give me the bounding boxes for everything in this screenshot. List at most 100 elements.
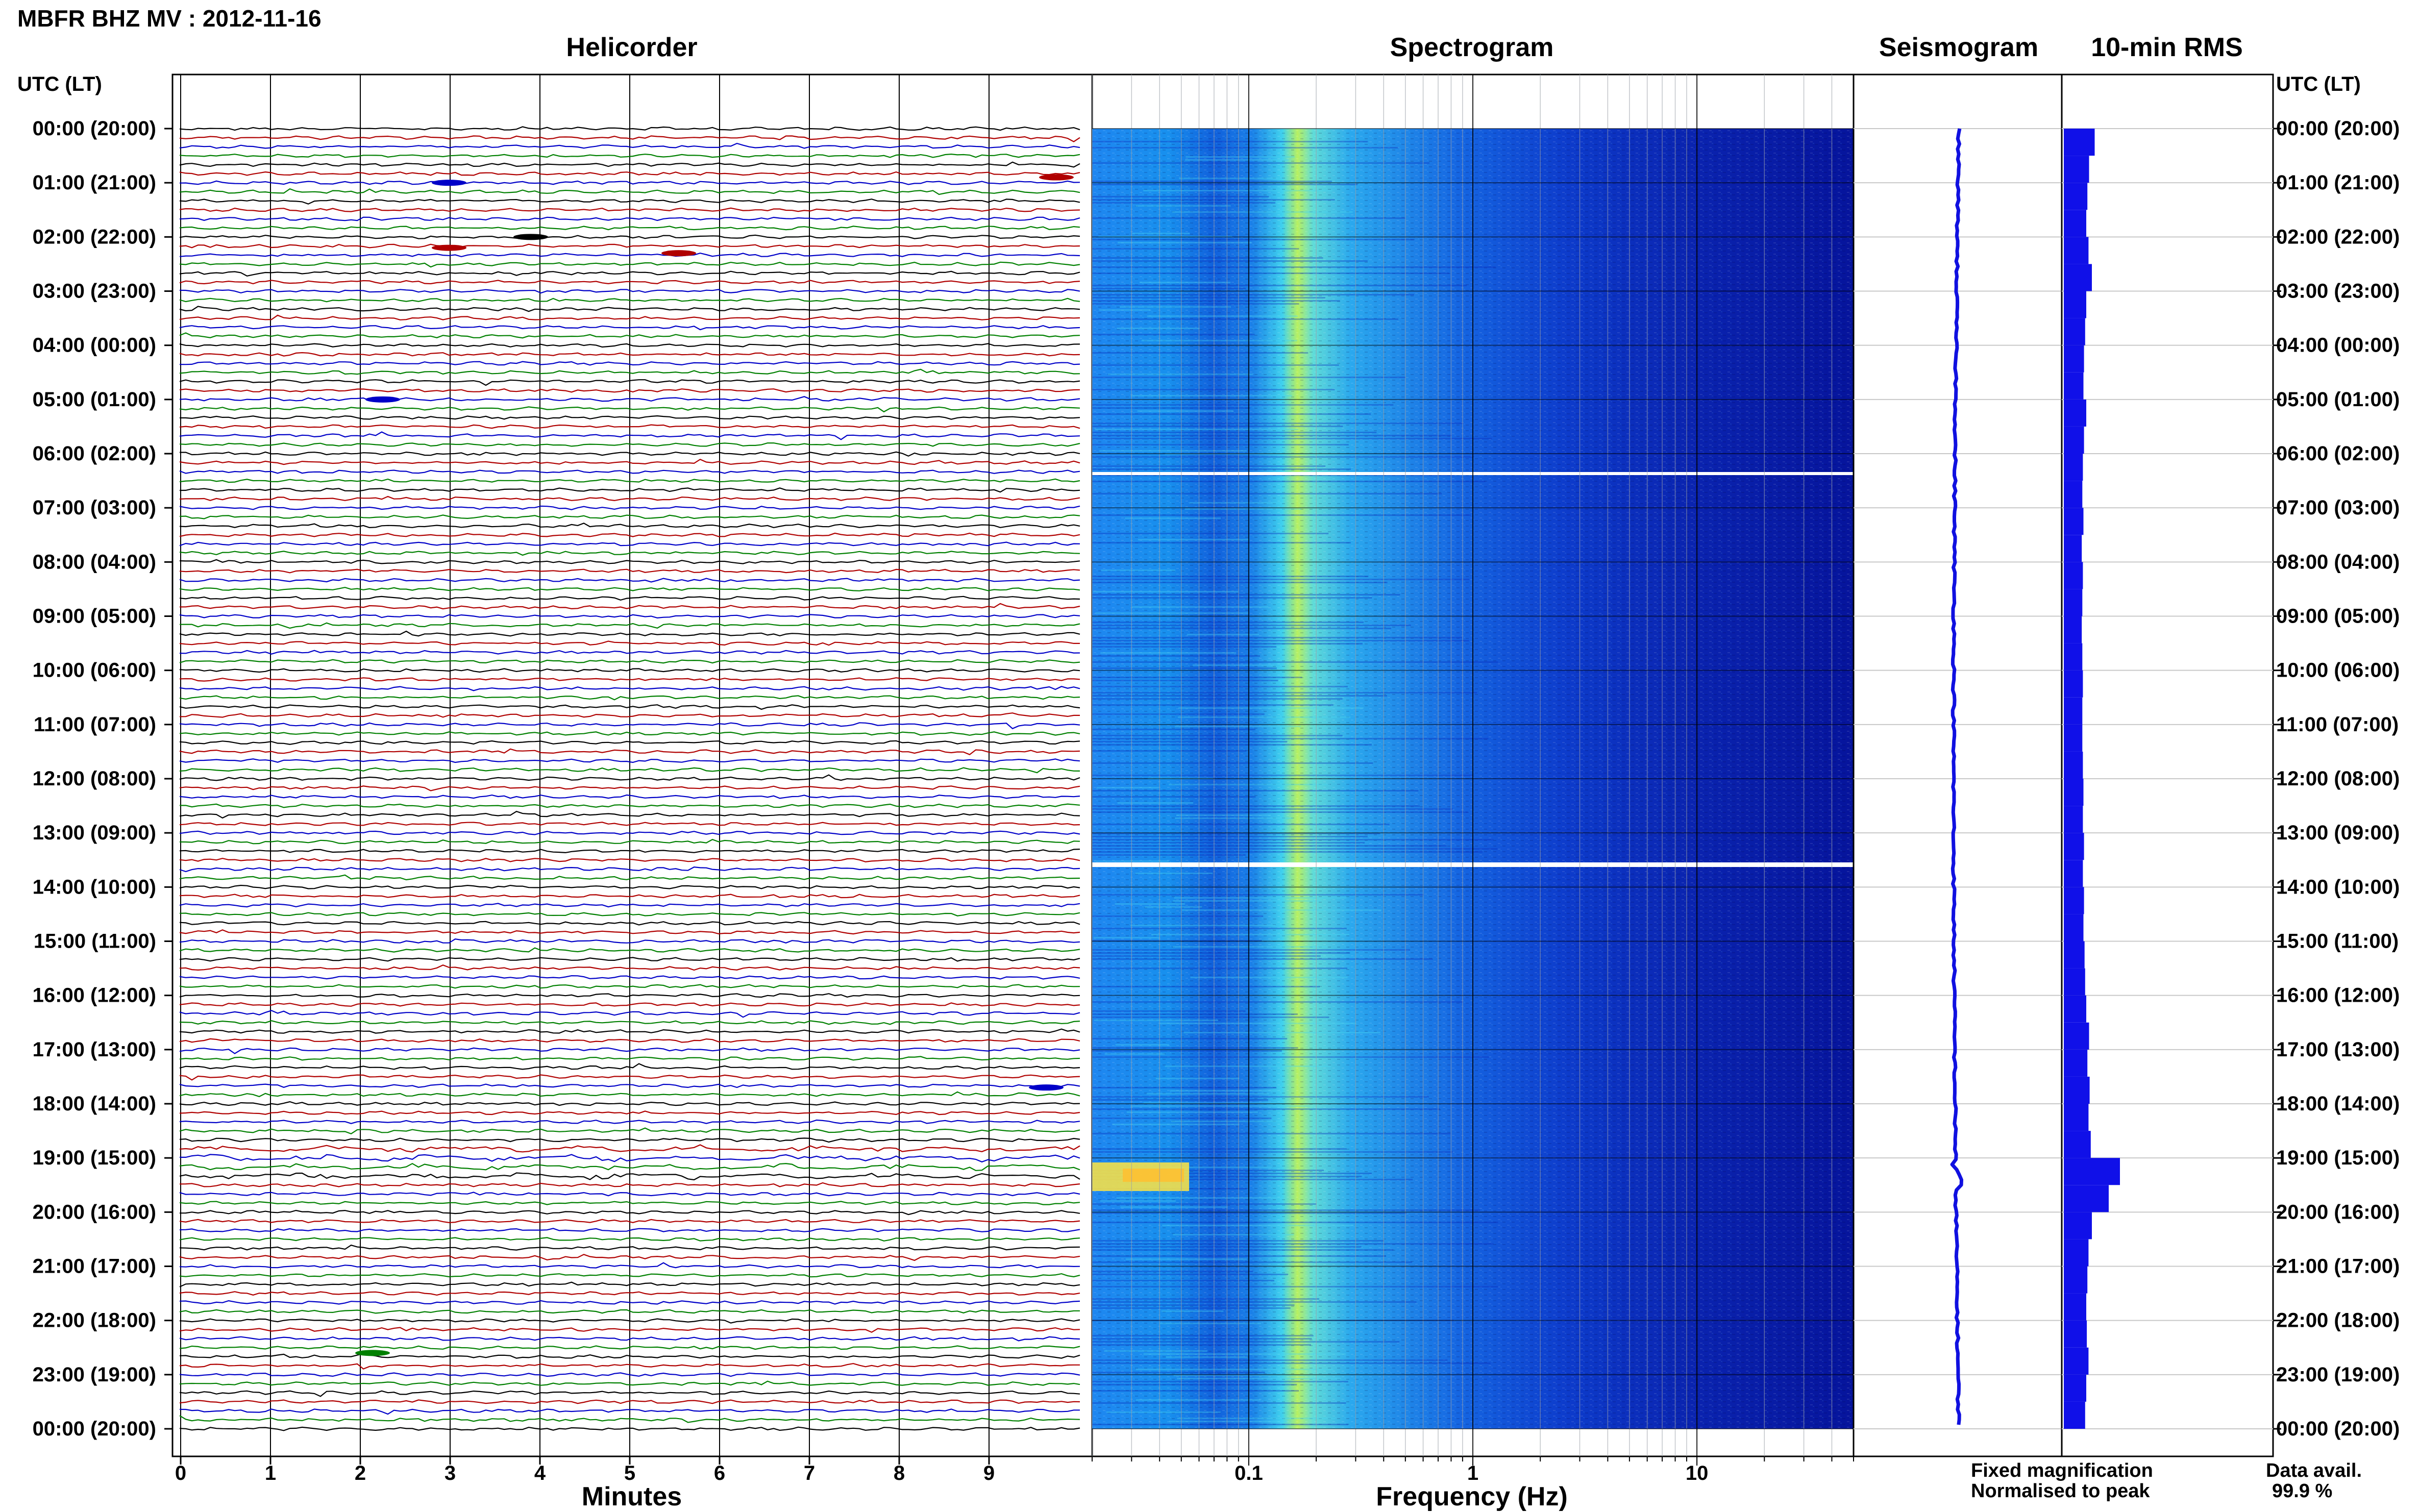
spectrogram-row <box>1130 925 1276 926</box>
spectrogram-row <box>1092 845 1447 847</box>
helicorder-event-blip <box>1039 174 1074 181</box>
spectrogram-row <box>1137 410 1233 412</box>
spectrogram-row <box>1092 952 1350 954</box>
helicorder-trace <box>179 396 1080 402</box>
time-tick-right: 06:00 (02:00) <box>2276 442 2400 465</box>
helicorder-traces <box>179 126 1080 1431</box>
frequency-tick-label: 0.1 <box>1235 1462 1263 1484</box>
helicorder-trace <box>179 857 1080 863</box>
minute-tick-label: 4 <box>534 1462 546 1484</box>
helicorder-trace <box>179 1209 1080 1216</box>
helicorder-event-blip <box>1029 1084 1064 1091</box>
helicorder-trace <box>179 551 1080 556</box>
spectrogram-row <box>1092 894 1424 896</box>
minute-tick-label: 3 <box>445 1462 456 1484</box>
helicorder-trace <box>179 1020 1080 1025</box>
spectrogram-row <box>1106 1411 1221 1413</box>
helicorder-trace <box>179 216 1080 221</box>
spectrogram-row <box>1100 652 1237 654</box>
time-tick-right: 18:00 (14:00) <box>2276 1093 2400 1115</box>
time-tick-left: 02:00 (22:00) <box>33 226 156 248</box>
helicorder-trace <box>179 1101 1080 1106</box>
helicorder-trace <box>179 1399 1080 1404</box>
rms-bar <box>2064 318 2085 345</box>
spectrogram-row <box>1092 640 1469 641</box>
helicorder-trace <box>179 532 1080 537</box>
helicorder-trace <box>179 695 1080 701</box>
spectrogram-row <box>1092 426 1343 427</box>
helicorder-trace <box>179 1353 1080 1359</box>
spectrogram-row <box>1092 833 1380 834</box>
spectrogram-row <box>1092 1010 1246 1012</box>
spectrogram-row <box>1143 1353 1346 1355</box>
spectrogram-row <box>1136 205 1231 207</box>
spectrogram-row <box>1092 435 1452 436</box>
rms-bar <box>2064 237 2089 264</box>
time-tick-left: 12:00 (08:00) <box>33 767 156 790</box>
spectrogram-row <box>1092 775 1474 776</box>
spectrogram-row <box>1126 1111 1258 1113</box>
spectrogram-row <box>1177 1378 1341 1379</box>
helicorder-trace <box>179 226 1080 231</box>
rms-bar <box>2064 1320 2087 1348</box>
helicorder-trace <box>179 1038 1080 1043</box>
rms-bar <box>2064 1212 2092 1240</box>
spectrogram-row <box>1092 750 1247 752</box>
time-tick-left: 00:00 (20:00) <box>33 1418 156 1440</box>
spectrogram-row <box>1092 698 1343 700</box>
spectrogram-row <box>1117 328 1200 329</box>
helicorder-trace <box>179 568 1080 574</box>
time-tick-right: 09:00 (05:00) <box>2276 605 2400 628</box>
spectrogram-row <box>1092 1222 1498 1223</box>
spectrogram-row <box>1092 1424 1348 1425</box>
rms-bar <box>2064 697 2083 725</box>
helicorder-trace <box>179 261 1080 268</box>
spectrogram-row <box>1092 1402 1346 1404</box>
spectrogram-row <box>1092 729 1256 730</box>
spectrogram-row <box>1092 147 1398 148</box>
time-tick-left: 17:00 (13:00) <box>33 1038 156 1061</box>
time-tick-left: 04:00 (00:00) <box>33 334 156 357</box>
helicorder-trace <box>179 1172 1080 1181</box>
rms-bar <box>2064 345 2084 373</box>
minute-tick-label: 0 <box>175 1462 186 1484</box>
spectrogram-row <box>1092 661 1498 663</box>
spectrogram-row <box>1092 1249 1394 1251</box>
helicorder-trace <box>180 1154 1080 1163</box>
spectrogram-row <box>1162 1225 1354 1226</box>
helicorder-trace <box>179 207 1080 212</box>
helicorder-trace <box>179 1056 1080 1061</box>
helicorder-trace <box>179 1273 1080 1278</box>
spectrogram-row <box>1092 854 1246 856</box>
helicorder-trace <box>179 153 1080 158</box>
spectrogram-row <box>1092 199 1335 201</box>
spectrogram-row <box>1092 955 1321 957</box>
helicorder-trace <box>179 306 1080 312</box>
spectrogram-row <box>1092 1170 1324 1171</box>
spectrogram-row <box>1092 1087 1277 1088</box>
time-tick-right: 13:00 (09:00) <box>2276 822 2400 844</box>
helicorder-trace <box>179 1083 1080 1088</box>
spectrogram-row <box>1092 839 1494 840</box>
rms-panel <box>2061 73 2274 1457</box>
rms-bar <box>2064 1347 2089 1375</box>
spectrogram-row <box>1169 1421 1288 1422</box>
spectrogram-row <box>1177 1418 1336 1419</box>
spectrogram-row <box>1092 1307 1291 1309</box>
spectrogram-row <box>1171 1121 1284 1122</box>
spectrogram-row <box>1092 514 1471 516</box>
spectrogram-row <box>1093 937 1161 938</box>
spectrogram-row <box>1092 836 1368 837</box>
helicorder-trace <box>179 1345 1080 1350</box>
time-tick-left: 08:00 (04:00) <box>33 551 156 573</box>
spectrogram-row <box>1092 713 1265 715</box>
spectrogram-row <box>1161 1167 1272 1168</box>
spectrogram-row <box>1101 569 1176 571</box>
rms-bar <box>2064 806 2083 833</box>
spectrogram-row <box>1099 450 1247 452</box>
minute-tick-label: 7 <box>804 1462 815 1484</box>
spectrogram-row <box>1166 1356 1248 1358</box>
spectrogram-row <box>1182 909 1382 911</box>
spectrogram-row <box>1092 1243 1494 1245</box>
helicorder-trace <box>179 1091 1080 1098</box>
